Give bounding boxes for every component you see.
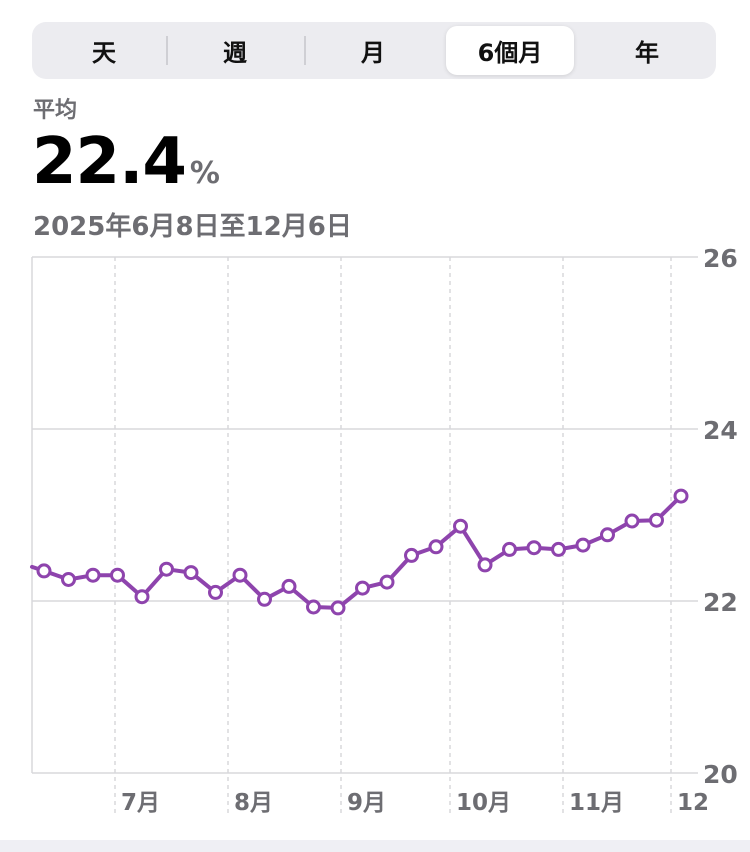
data-point[interactable] [575, 537, 591, 553]
data-point[interactable] [600, 527, 615, 543]
segment-year[interactable]: 年 [635, 39, 659, 67]
y-tick-label: 26 [703, 244, 738, 273]
data-point[interactable] [281, 578, 297, 594]
data-point[interactable] [551, 541, 566, 557]
data-point[interactable] [61, 572, 76, 587]
data-point[interactable] [453, 518, 468, 534]
data-point[interactable] [624, 513, 640, 529]
x-tick-label: 9月 [347, 790, 386, 816]
data-point[interactable] [649, 512, 664, 528]
data-point[interactable] [404, 547, 419, 563]
data-point[interactable] [159, 561, 174, 577]
x-tick-label: 12 [677, 790, 709, 816]
data-point[interactable] [85, 567, 101, 583]
data-point[interactable] [110, 567, 125, 583]
date-range: 2025年6月8日至12月6日 [33, 212, 352, 242]
bottom-band [0, 840, 750, 852]
data-point[interactable] [477, 557, 493, 573]
data-point[interactable] [355, 580, 370, 596]
data-point[interactable] [134, 589, 150, 605]
segment-divider [166, 36, 168, 65]
average-value: 22.4 % [32, 126, 220, 198]
y-tick-label: 20 [703, 760, 738, 789]
data-point[interactable] [257, 591, 272, 607]
data-point[interactable] [428, 539, 444, 555]
series-line [30, 494, 683, 610]
data-point[interactable] [502, 541, 517, 557]
x-tick-label: 10月 [456, 790, 511, 816]
segment-divider [304, 36, 306, 65]
data-point[interactable] [330, 600, 346, 616]
data-point[interactable] [379, 574, 395, 590]
y-tick-label: 24 [703, 416, 738, 445]
average-unit: % [189, 156, 220, 191]
y-tick-label: 22 [703, 588, 738, 617]
x-tick-label: 8月 [234, 790, 273, 816]
x-tick-label: 11月 [569, 790, 624, 816]
data-point[interactable] [183, 565, 199, 581]
segment-month[interactable]: 月 [361, 39, 385, 67]
data-point[interactable] [526, 540, 542, 556]
segment-6-months[interactable]: 6個月 [446, 26, 574, 75]
segment-week[interactable]: 週 [223, 39, 247, 67]
data-point[interactable] [208, 584, 223, 600]
time-range-segmented-control: 天 週 月 6個月 年 [32, 22, 716, 79]
data-point[interactable] [306, 599, 321, 615]
x-tick-label: 7月 [121, 790, 160, 816]
average-number: 22.4 [32, 125, 187, 199]
average-label: 平均 [33, 98, 78, 123]
data-point[interactable] [232, 567, 248, 583]
data-point[interactable] [36, 563, 52, 579]
data-point[interactable] [673, 488, 689, 504]
segment-day[interactable]: 天 [92, 39, 116, 67]
